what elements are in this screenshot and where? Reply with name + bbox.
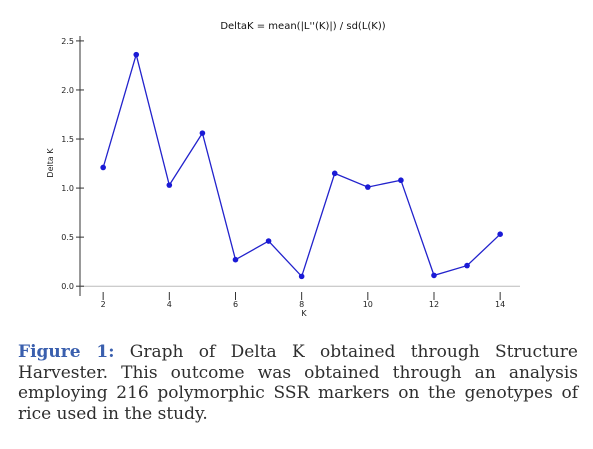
caption-label: Figure 1: bbox=[18, 342, 115, 362]
x-tick-label: 4 bbox=[167, 300, 172, 309]
data-point bbox=[166, 182, 173, 188]
y-axis-label: Delta K bbox=[46, 148, 55, 178]
data-point bbox=[298, 273, 305, 280]
data-point bbox=[265, 238, 272, 244]
caption-text: Graph of Delta K obtained through Struct… bbox=[18, 342, 578, 424]
data-point bbox=[464, 262, 470, 269]
data-point bbox=[365, 184, 371, 190]
x-tick-label: 6 bbox=[233, 300, 238, 309]
y-tick-label: 2.5 bbox=[61, 37, 74, 46]
axes bbox=[79, 36, 520, 296]
y-ticks: 0.0 0.5 1.0 1.5 2.0 2.5 bbox=[61, 37, 84, 291]
data-point bbox=[100, 164, 106, 171]
x-tick-label: 12 bbox=[429, 300, 439, 309]
x-ticks: 2 4 6 8 10 12 14 bbox=[101, 292, 505, 309]
y-tick-label: 1.0 bbox=[61, 184, 74, 193]
data-point bbox=[431, 272, 437, 279]
data-point bbox=[232, 256, 239, 263]
x-tick-label: 2 bbox=[101, 300, 106, 309]
series-group bbox=[100, 51, 503, 280]
x-axis-label: K bbox=[301, 309, 307, 318]
x-tick-label: 10 bbox=[363, 300, 373, 309]
chart-title: DeltaK = mean(|L''(K)|) / sd(L(K)) bbox=[220, 21, 385, 32]
y-tick-label: 2.0 bbox=[61, 86, 74, 95]
series-line bbox=[102, 52, 501, 278]
figure-caption: Figure 1: Graph of Delta K obtained thro… bbox=[18, 342, 578, 424]
y-tick-label: 0.5 bbox=[61, 233, 74, 242]
data-point bbox=[497, 231, 503, 237]
data-point bbox=[331, 170, 338, 177]
y-tick-label: 1.5 bbox=[61, 135, 74, 144]
data-point bbox=[398, 177, 404, 184]
data-point bbox=[199, 130, 206, 136]
x-tick-label: 8 bbox=[299, 300, 304, 309]
data-point bbox=[133, 51, 140, 58]
delta-k-chart: DeltaK = mean(|L''(K)|) / sd(L(K)) Delta… bbox=[46, 21, 520, 318]
x-tick-label: 14 bbox=[495, 300, 505, 309]
y-tick-label: 0.0 bbox=[61, 282, 74, 291]
